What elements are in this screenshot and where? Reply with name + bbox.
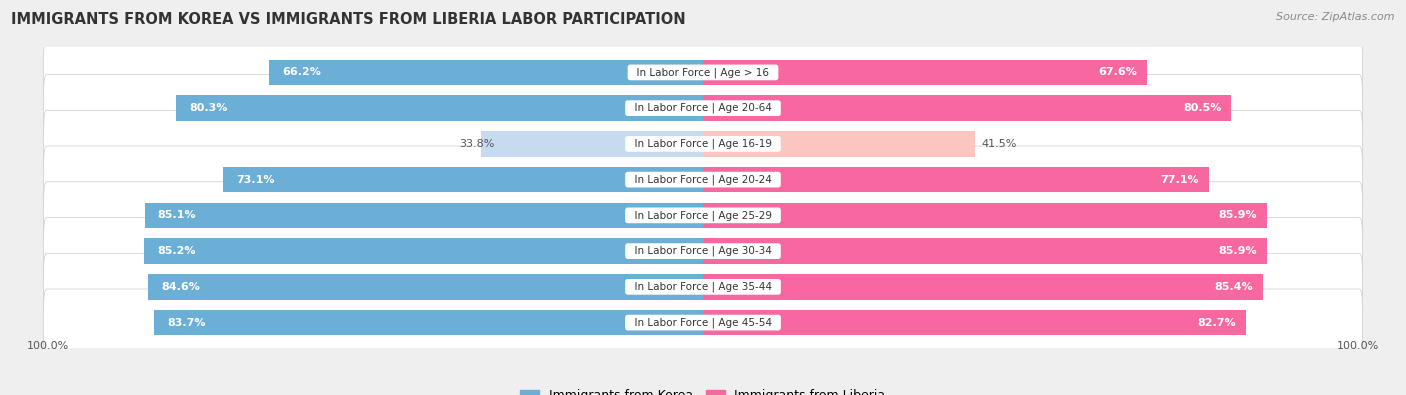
Bar bbox=[148, 274, 703, 300]
Text: 77.1%: 77.1% bbox=[1160, 175, 1199, 184]
Bar bbox=[703, 274, 1264, 300]
Text: 85.9%: 85.9% bbox=[1218, 246, 1257, 256]
Text: 41.5%: 41.5% bbox=[981, 139, 1017, 149]
Bar bbox=[703, 238, 1267, 264]
Text: 33.8%: 33.8% bbox=[458, 139, 495, 149]
FancyBboxPatch shape bbox=[44, 289, 1362, 356]
Text: 67.6%: 67.6% bbox=[1098, 68, 1136, 77]
FancyBboxPatch shape bbox=[44, 218, 1362, 285]
Legend: Immigrants from Korea, Immigrants from Liberia: Immigrants from Korea, Immigrants from L… bbox=[516, 384, 890, 395]
Text: 85.2%: 85.2% bbox=[157, 246, 195, 256]
Text: In Labor Force | Age 25-29: In Labor Force | Age 25-29 bbox=[627, 210, 779, 221]
Text: 85.1%: 85.1% bbox=[157, 211, 197, 220]
Text: In Labor Force | Age 30-34: In Labor Force | Age 30-34 bbox=[628, 246, 778, 256]
FancyBboxPatch shape bbox=[44, 75, 1362, 142]
Text: In Labor Force | Age 20-24: In Labor Force | Age 20-24 bbox=[628, 174, 778, 185]
Bar bbox=[176, 95, 703, 121]
Bar bbox=[703, 60, 1146, 85]
Text: 84.6%: 84.6% bbox=[162, 282, 200, 292]
Text: In Labor Force | Age 16-19: In Labor Force | Age 16-19 bbox=[627, 139, 779, 149]
FancyBboxPatch shape bbox=[44, 253, 1362, 320]
Text: 100.0%: 100.0% bbox=[27, 341, 69, 351]
Bar bbox=[703, 131, 976, 157]
Text: 80.5%: 80.5% bbox=[1182, 103, 1222, 113]
Bar bbox=[224, 167, 703, 192]
Bar bbox=[269, 60, 703, 85]
Bar bbox=[481, 131, 703, 157]
Bar bbox=[703, 310, 1246, 335]
FancyBboxPatch shape bbox=[44, 39, 1362, 106]
Bar bbox=[143, 238, 703, 264]
Bar bbox=[153, 310, 703, 335]
Text: IMMIGRANTS FROM KOREA VS IMMIGRANTS FROM LIBERIA LABOR PARTICIPATION: IMMIGRANTS FROM KOREA VS IMMIGRANTS FROM… bbox=[11, 12, 686, 27]
Text: In Labor Force | Age 20-64: In Labor Force | Age 20-64 bbox=[628, 103, 778, 113]
Text: 83.7%: 83.7% bbox=[167, 318, 205, 327]
Bar bbox=[703, 95, 1232, 121]
Text: 100.0%: 100.0% bbox=[1337, 341, 1379, 351]
Text: 85.9%: 85.9% bbox=[1218, 211, 1257, 220]
FancyBboxPatch shape bbox=[44, 146, 1362, 213]
Text: In Labor Force | Age > 16: In Labor Force | Age > 16 bbox=[630, 67, 776, 78]
Text: In Labor Force | Age 35-44: In Labor Force | Age 35-44 bbox=[627, 282, 779, 292]
Bar bbox=[145, 203, 703, 228]
Text: In Labor Force | Age 45-54: In Labor Force | Age 45-54 bbox=[627, 317, 779, 328]
FancyBboxPatch shape bbox=[44, 182, 1362, 249]
Text: 80.3%: 80.3% bbox=[190, 103, 228, 113]
Bar bbox=[703, 167, 1209, 192]
Text: Source: ZipAtlas.com: Source: ZipAtlas.com bbox=[1277, 12, 1395, 22]
Text: 73.1%: 73.1% bbox=[236, 175, 276, 184]
FancyBboxPatch shape bbox=[44, 110, 1362, 177]
Bar bbox=[703, 203, 1267, 228]
Text: 82.7%: 82.7% bbox=[1197, 318, 1236, 327]
Text: 66.2%: 66.2% bbox=[281, 68, 321, 77]
Text: 85.4%: 85.4% bbox=[1215, 282, 1254, 292]
